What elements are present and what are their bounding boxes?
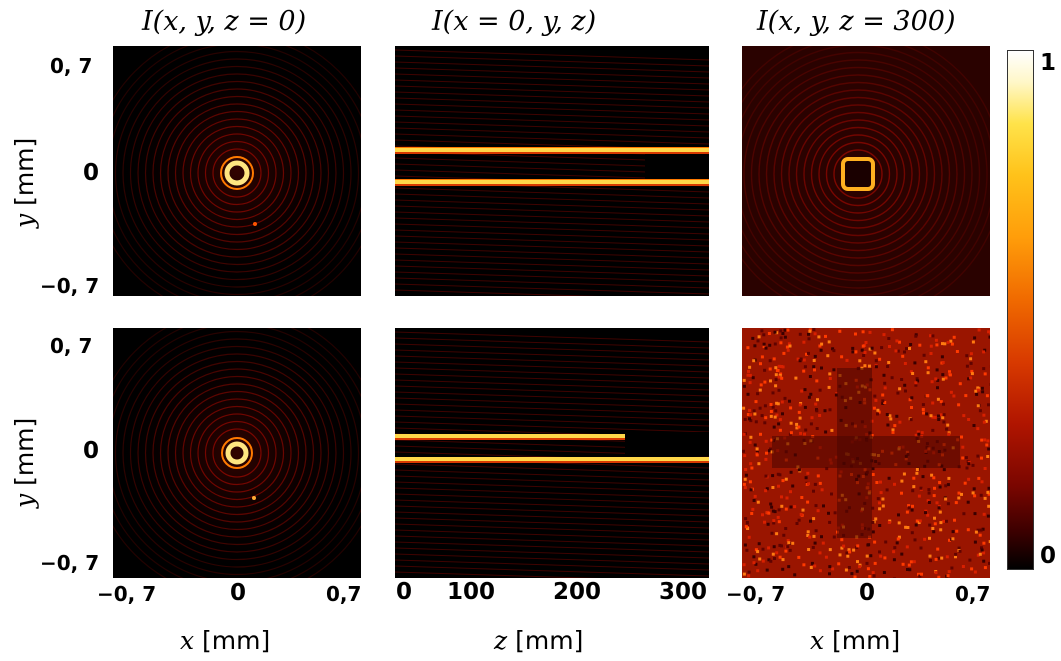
title-col3: I(x, y, z = 300) bbox=[757, 6, 956, 37]
ytick-mid-row1: 0 bbox=[83, 160, 100, 186]
x-axis-unit: [mm] bbox=[194, 626, 271, 655]
ytick-bottom-row2: −0, 7 bbox=[40, 551, 100, 575]
xtick-col3-left: −0, 7 bbox=[726, 582, 786, 606]
y-axis-unit: [mm] bbox=[10, 417, 39, 494]
xtick-col2-3: 300 bbox=[659, 579, 708, 605]
x-axis-label-col3: x [mm] bbox=[810, 628, 900, 653]
xtick-col1-mid: 0 bbox=[230, 580, 247, 606]
ytick-bottom-row1: −0, 7 bbox=[40, 274, 100, 298]
ytick-top-row1: 0, 7 bbox=[50, 54, 93, 78]
x-axis-var: x bbox=[180, 626, 195, 655]
xtick-col3-right: 0,7 bbox=[955, 582, 991, 606]
xtick-col3-mid: 0 bbox=[859, 580, 876, 606]
panel-r1-c3-square bbox=[742, 46, 990, 296]
x-axis-label-col2: z [mm] bbox=[494, 628, 583, 653]
panel-r2-c1-rings bbox=[113, 328, 361, 578]
ytick-mid-row2: 0 bbox=[83, 438, 100, 464]
panel-r1-c1-rings bbox=[113, 46, 361, 296]
y-axis-var: y bbox=[10, 213, 39, 228]
xtick-col2-0: 0 bbox=[396, 579, 413, 605]
x-axis-var: x bbox=[810, 626, 825, 655]
colorbar bbox=[1007, 50, 1034, 570]
x-axis-unit: [mm] bbox=[824, 626, 901, 655]
xtick-col2-2: 200 bbox=[553, 579, 602, 605]
panel-r2-c2-propagation bbox=[395, 328, 709, 578]
ytick-top-row2: 0, 7 bbox=[50, 334, 93, 358]
colorbar-min-label: 0 bbox=[1040, 543, 1057, 569]
y-axis-var: y bbox=[10, 493, 39, 508]
x-axis-label-col1: x [mm] bbox=[180, 628, 270, 653]
title-col1: I(x, y, z = 0) bbox=[142, 6, 307, 37]
xtick-col1-left: −0, 7 bbox=[97, 582, 157, 606]
z-axis-var: z bbox=[494, 626, 508, 655]
panel-r1-c2-propagation bbox=[395, 46, 709, 296]
title-col2: I(x = 0, y, z) bbox=[432, 6, 597, 37]
xtick-col1-right: 0,7 bbox=[326, 582, 362, 606]
y-axis-label-row1: y [mm] bbox=[10, 137, 39, 228]
colorbar-max-label: 1 bbox=[1040, 50, 1057, 76]
z-axis-unit: [mm] bbox=[507, 626, 584, 655]
y-axis-unit: [mm] bbox=[10, 137, 39, 214]
panel-r2-c3-speckle bbox=[742, 328, 990, 578]
y-axis-label-row2: y [mm] bbox=[10, 417, 39, 508]
xtick-col2-1: 100 bbox=[447, 579, 496, 605]
